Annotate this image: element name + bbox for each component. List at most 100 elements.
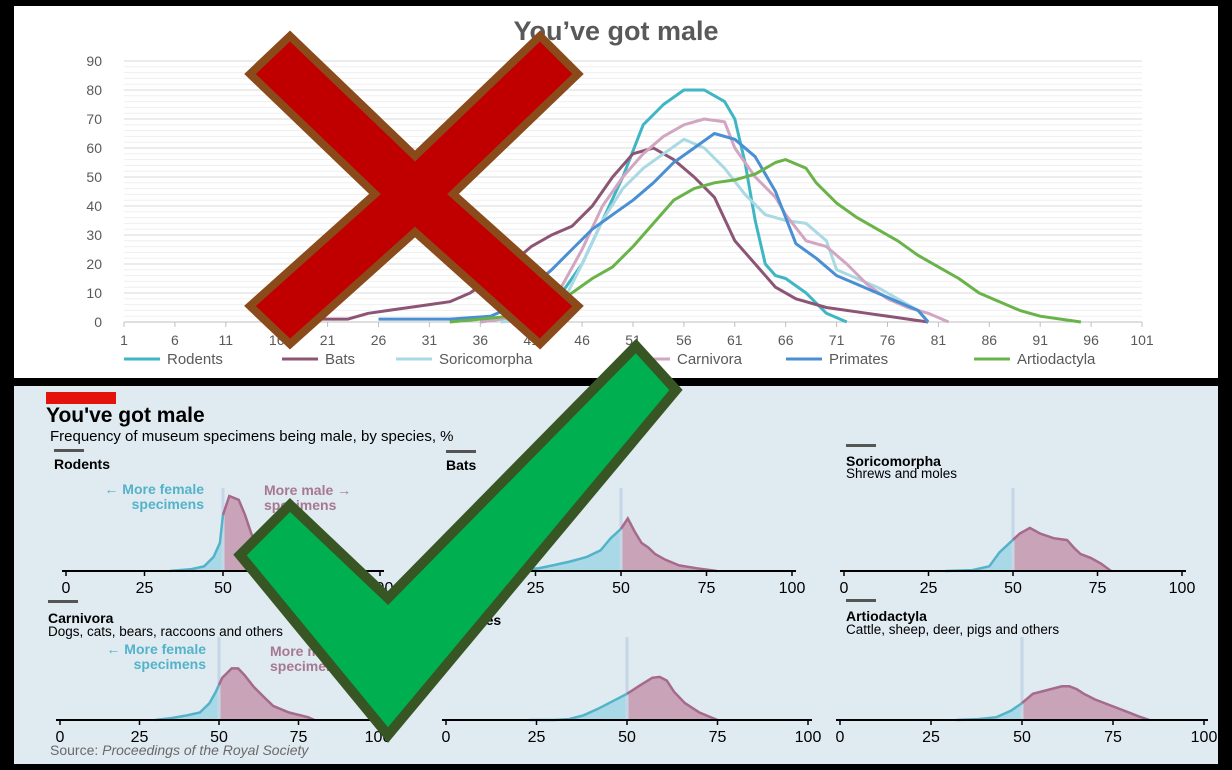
source-label: Source:: [50, 742, 99, 758]
male-area-carnivora: [219, 668, 315, 720]
female-area-carnivora: [155, 684, 219, 720]
x-tick-label: 86: [982, 332, 998, 348]
x-tick-label: 0: [442, 729, 451, 746]
male-area-soricomorpha: [1013, 527, 1112, 571]
female-line-carnivora: [155, 684, 221, 722]
x-tick-label: 0: [840, 580, 849, 597]
x-tick-label: 75: [709, 729, 727, 746]
annotation-female-line1-b: ← More female: [106, 641, 206, 657]
male-line-soricomorpha: [1012, 526, 1112, 573]
x-tick-label: 100: [1169, 580, 1196, 597]
x-tick-label: 25: [136, 580, 154, 597]
source-note: Source: Proceedings of the Royal Society: [50, 742, 308, 758]
x-tick-label: 75: [1104, 729, 1122, 746]
x-tick-label: 31: [422, 332, 438, 348]
annotation-male-line1: More male →: [264, 482, 352, 498]
x-tick-label: 91: [1032, 332, 1048, 348]
x-tick-label: 76: [880, 332, 896, 348]
x-tick-label: 1: [120, 332, 128, 348]
series-line-artiodactyla: [449, 158, 1082, 324]
y-tick-label: 80: [86, 82, 102, 98]
female-area-primates: [529, 693, 627, 720]
male-line-primates: [626, 675, 718, 722]
female-area-bats: [497, 528, 621, 571]
x-tick-label: 0: [62, 580, 71, 597]
bottom-small-multiples: 0 25 50 75 100 0 25 50 75 100 0 25 50 75 100 0 25 50 75 100…: [46, 392, 1218, 746]
legend-label-carnivora: Carnivora: [677, 351, 743, 368]
y-tick-label: 0: [94, 314, 102, 330]
panel-rule: [846, 599, 876, 602]
x-tick-label: 36: [473, 332, 489, 348]
series-line-carnivora: [480, 117, 950, 324]
y-tick-label: 70: [86, 111, 102, 127]
x-tick-label: 100: [1191, 729, 1218, 746]
x-tick-label: 100: [795, 729, 822, 746]
x-tick-label: 50: [612, 580, 630, 597]
x-tick-label: 50: [1004, 580, 1022, 597]
x-tick-label: 100: [779, 580, 806, 597]
panel-desc-artiodactyla: Cattle, sheep, deer, pigs and others: [846, 622, 1060, 637]
x-tick-label: 25: [922, 729, 940, 746]
x-tick-label: 101: [1130, 332, 1154, 348]
female-area-soricomorpha: [945, 539, 1013, 571]
x-tick-label: 61: [727, 332, 743, 348]
source-text: Proceedings of the Royal Society: [102, 742, 309, 758]
y-tick-label: 30: [86, 227, 102, 243]
male-line-carnivora: [217, 667, 315, 722]
x-tick-label: 50: [618, 729, 636, 746]
legend-label-artiodactyla: Artiodactyla: [1017, 351, 1096, 368]
series-line-bats: [276, 146, 929, 324]
panel-rule: [48, 600, 78, 603]
panel-desc-carnivora: Dogs, cats, bears, raccoons and others: [48, 624, 283, 639]
x-tick-label: 50: [1013, 729, 1031, 746]
legend-label-soricomorpha: Soricomorpha: [439, 351, 533, 368]
x-tick-label: 75: [1089, 580, 1107, 597]
y-tick-label: 20: [86, 256, 102, 272]
panel-rule: [846, 444, 876, 447]
bottom-chart-title: You've got male: [46, 404, 205, 427]
annotation-female-line1: ← More female: [104, 481, 204, 497]
x-tick-label: 75: [698, 580, 716, 597]
accent-bar: [46, 392, 116, 404]
bottom-chart-subtitle: Frequency of museum specimens being male…: [50, 428, 454, 445]
legend-label-bats: Bats: [325, 351, 355, 368]
y-tick-label: 50: [86, 169, 102, 185]
x-tick-label: 11: [219, 332, 234, 348]
x-tick-label: 81: [931, 332, 947, 348]
y-tick-label: 40: [86, 198, 102, 214]
x-tick-label: 6: [171, 332, 179, 348]
x-tick-label: 66: [778, 332, 794, 348]
green-check-mark: [233, 338, 683, 743]
panel-name-soricomorpha: Soricomorpha: [846, 453, 941, 469]
panel-rule: [446, 450, 476, 453]
top-chart-panel: You’ve got male 0 10 20 30 40 50 60 70 80 90 1 6 11 16…: [14, 6, 1218, 378]
x-tick-label: 46: [574, 332, 590, 348]
x-tick-label: 26: [371, 332, 387, 348]
x-tick-label: 0: [56, 729, 65, 746]
male-line-artiodactyla: [1021, 685, 1150, 722]
male-area-primates: [627, 676, 718, 720]
panel-desc-soricomorpha: Shrews and moles: [846, 466, 958, 481]
red-cross-mark: [244, 30, 584, 350]
panel-rule: [54, 449, 84, 452]
annotation-female-line2: specimens: [131, 496, 204, 512]
panel-name-bats: Bats: [446, 457, 477, 473]
x-tick-label: 56: [676, 332, 692, 348]
panel-name-carnivora: Carnivora: [48, 610, 114, 626]
y-tick-label: 60: [86, 140, 102, 156]
x-tick-label: 21: [320, 332, 336, 348]
male-line-bats: [619, 516, 717, 573]
y-tick-label: 10: [86, 285, 102, 301]
panel-name-rodents: Rodents: [54, 456, 110, 472]
x-tick-label: 25: [528, 729, 546, 746]
x-tick-label: 75: [290, 729, 308, 746]
annotation-more-female-2: ← More female specimens: [50, 642, 206, 672]
female-area-artiodactyla: [956, 703, 1022, 720]
female-line-rodents: [169, 514, 225, 573]
x-tick-label: 25: [920, 580, 938, 597]
annotation-more-female: ← More female specimens: [48, 482, 204, 512]
x-tick-label: 50: [210, 729, 228, 746]
female-area-rodents: [169, 514, 223, 571]
panel-name-artiodactyla: Artiodactyla: [846, 608, 927, 624]
